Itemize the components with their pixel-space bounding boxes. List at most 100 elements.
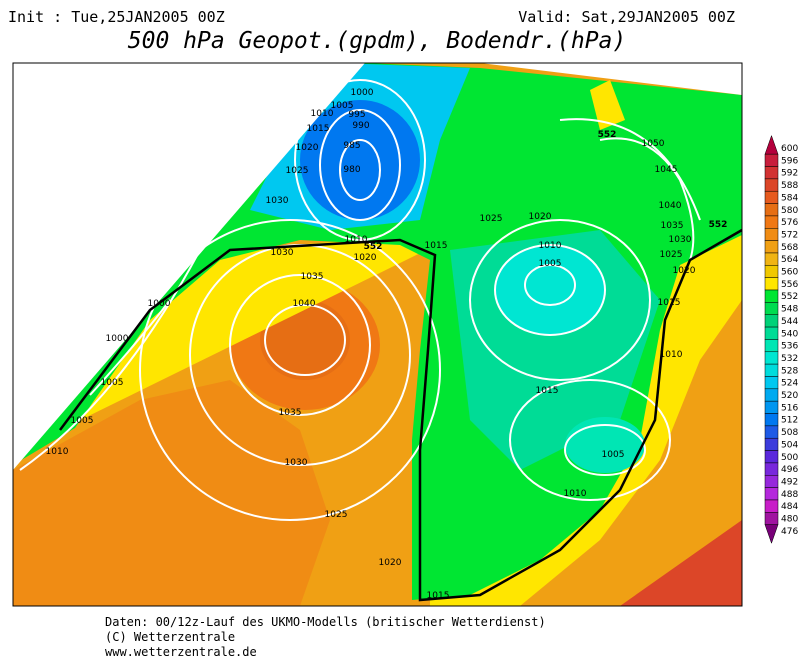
isobar-label: 1035: [279, 408, 302, 418]
colorbar-label: 544: [781, 317, 798, 327]
contour-552: [59, 228, 742, 602]
footer-source: Daten: 00/12z-Lauf des UKMO-Modells (bri…: [105, 615, 546, 629]
colorbar-label: 600: [781, 144, 798, 154]
isobar-label: 1000: [106, 334, 129, 344]
colorbar-label: 536: [781, 342, 798, 352]
colorbar-label: 596: [781, 156, 798, 166]
colorbar-segment: [764, 462, 779, 476]
colorbar-segment: [764, 289, 779, 303]
region: [620, 520, 742, 606]
colorbar-segment: [764, 277, 779, 291]
colorbar-label: 508: [781, 428, 798, 438]
isobar-label: 1035: [301, 272, 324, 282]
colorbar-label: 592: [781, 169, 798, 179]
colorbar-segment: [764, 388, 779, 402]
colorbar-label: 552: [781, 292, 798, 302]
isobar-label: 1005: [602, 450, 625, 460]
colorbar-segment: [764, 215, 779, 229]
isobar-label: 1030: [266, 196, 289, 206]
colorbar-segment: [764, 228, 779, 241]
colorbar-segment: [764, 190, 779, 204]
isobar-label: 1010: [311, 109, 334, 119]
colorbar-segment: [764, 178, 779, 192]
isobar-label: 1020: [529, 212, 552, 222]
colorbar-label: 492: [781, 477, 798, 487]
isobar-label: 1025: [286, 166, 309, 176]
colorbar-label: 488: [781, 490, 798, 500]
region: [590, 80, 625, 130]
map-frame: [12, 62, 743, 607]
isobar-label: 1035: [661, 221, 684, 231]
isobar-label: 1040: [293, 299, 316, 309]
isobar-label: 1010: [539, 241, 562, 251]
init-time: Init : Tue,25JAN2005 00Z: [8, 8, 225, 26]
isobar-label: 1020: [354, 253, 377, 263]
isobar-label: 1000: [148, 299, 171, 309]
colorbar-segment: [764, 437, 779, 451]
colorbar-label: 572: [781, 230, 798, 240]
isobar-label: 1030: [285, 458, 308, 468]
isobar-label: 1005: [101, 378, 124, 388]
outside-domain: [480, 63, 742, 95]
colorbar-label: 548: [781, 305, 798, 315]
colorbar: 600 596 592 588 584 580 576 572 568 564 560 556 552 5…: [764, 134, 798, 544]
outside-domain: [13, 63, 365, 470]
isobar-label: 1000: [351, 88, 374, 98]
colorbar-segment: [764, 450, 779, 464]
colorbar-label: 588: [781, 181, 798, 191]
isobar-label: 1015: [658, 298, 681, 308]
colorbar-label: 504: [781, 440, 798, 450]
colorbar-segment: [764, 363, 779, 377]
region: [565, 417, 645, 473]
isobar-label: 1025: [480, 214, 503, 224]
isobar-label: 552: [364, 242, 383, 252]
colorbar-end: [764, 134, 779, 155]
isobar-label: 1005: [331, 101, 354, 111]
colorbar-label: 580: [781, 206, 798, 216]
colorbar-label: 500: [781, 453, 798, 463]
region: [13, 380, 330, 606]
valid-time: Valid: Sat,29JAN2005 00Z: [518, 8, 735, 26]
colorbar-segment: [764, 326, 779, 340]
colorbar-segment: [764, 512, 779, 525]
isobar-label: 1015: [427, 591, 450, 601]
isobar-label: 980: [343, 165, 360, 175]
colorbar-segment: [764, 475, 779, 488]
isobar-label: 1010: [564, 489, 587, 499]
colorbar-segment: [764, 487, 779, 501]
colorbar-segment: [764, 413, 779, 427]
region: [495, 245, 605, 335]
colorbar-segment: [764, 240, 779, 254]
isobar-label: 1020: [379, 558, 402, 568]
colorbar-label: 568: [781, 243, 798, 253]
region: [13, 63, 742, 600]
isobar-label: 552: [598, 130, 617, 140]
isobar-label: 1050: [642, 139, 665, 149]
isobar-label: 995: [348, 110, 365, 120]
footer-copyright: (C) Wetterzentrale: [105, 630, 235, 644]
colorbar-label: 524: [781, 379, 798, 389]
isobar-label: 990: [352, 121, 369, 131]
isobar-label: 1030: [271, 248, 294, 258]
colorbar-label: 476: [781, 527, 798, 537]
isobar-label: 1015: [536, 386, 559, 396]
colorbar-label: 556: [781, 280, 798, 290]
isobar-label: 1005: [71, 416, 94, 426]
footer-url: www.wetterzentrale.de: [105, 645, 257, 658]
colorbar-segment: [764, 376, 779, 390]
colorbar-label: 480: [781, 515, 798, 525]
colorbar-segment: [764, 425, 779, 439]
colorbar-segment: [764, 252, 779, 266]
isobar-label: 1020: [673, 266, 696, 276]
isobar-label: 1025: [660, 250, 683, 260]
isobar-label: 552: [709, 220, 728, 230]
colorbar-label: 496: [781, 465, 798, 475]
colorbar-label: 540: [781, 329, 798, 339]
colorbar-label: 576: [781, 218, 798, 228]
colorbar-segment: [764, 351, 779, 365]
colorbar-label: 584: [781, 193, 798, 203]
isobar-label: 1005: [539, 259, 562, 269]
isobar-label: 1020: [296, 143, 319, 153]
